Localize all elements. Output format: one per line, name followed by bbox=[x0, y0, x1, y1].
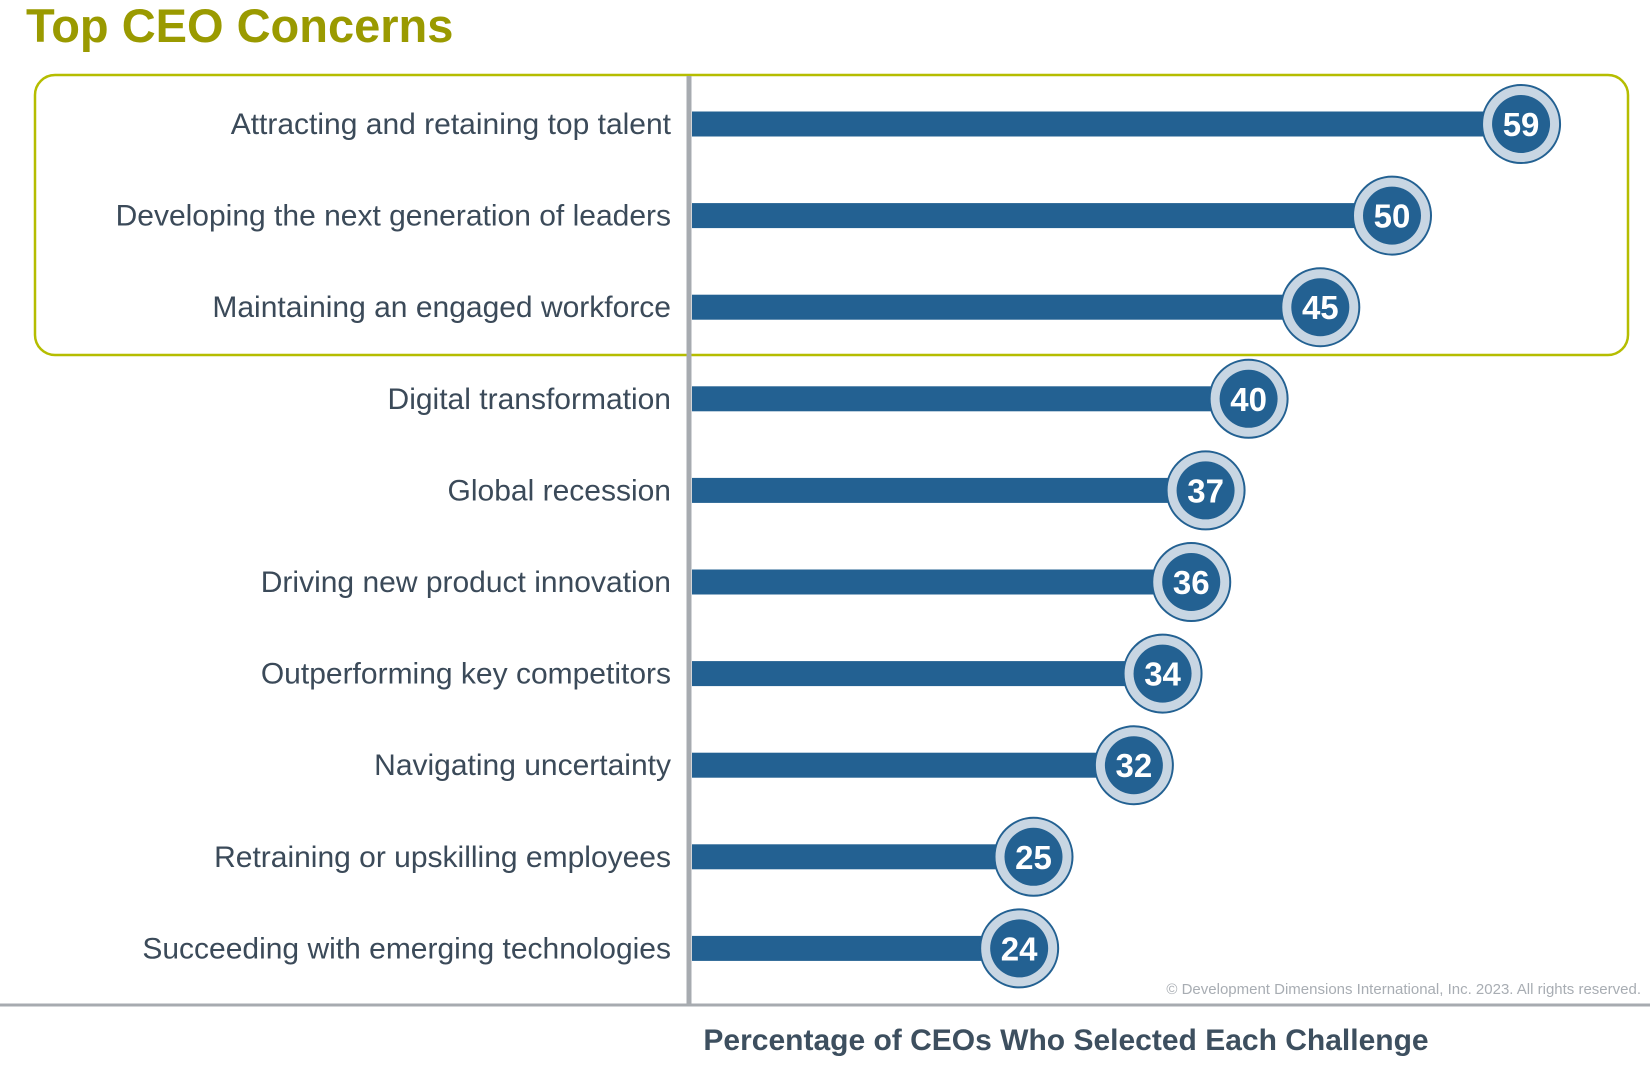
data-label: 32 bbox=[1116, 747, 1153, 784]
category-label: Navigating uncertainty bbox=[374, 749, 671, 782]
bar bbox=[692, 844, 1034, 870]
bar bbox=[692, 203, 1392, 229]
category-label: Succeeding with emerging technologies bbox=[142, 932, 671, 965]
data-label: 37 bbox=[1187, 472, 1224, 509]
value-badge bbox=[1104, 736, 1163, 795]
category-label: Driving new product innovation bbox=[261, 566, 671, 599]
data-label: 59 bbox=[1503, 106, 1540, 143]
data-label: 24 bbox=[1001, 930, 1038, 967]
value-badge bbox=[1162, 553, 1221, 611]
value-badge bbox=[1291, 278, 1350, 337]
value-badge bbox=[1363, 186, 1421, 245]
bar bbox=[692, 294, 1321, 320]
value-badge bbox=[990, 919, 1049, 978]
bar bbox=[692, 661, 1163, 687]
category-label: Outperforming key competitors bbox=[261, 658, 671, 691]
bar bbox=[692, 386, 1249, 412]
data-label: 50 bbox=[1374, 198, 1411, 235]
category-label: Attracting and retaining top talent bbox=[231, 108, 672, 141]
x-axis-label: Percentage of CEOs Who Selected Each Cha… bbox=[703, 1024, 1428, 1057]
data-label: 36 bbox=[1173, 564, 1210, 601]
copyright: © Development Dimensions International, … bbox=[1166, 981, 1641, 998]
highlight-box bbox=[33, 73, 1630, 357]
value-badge bbox=[1004, 827, 1063, 886]
category-label: Developing the next generation of leader… bbox=[116, 200, 671, 233]
bar bbox=[692, 477, 1206, 503]
category-label: Retraining or upskilling employees bbox=[214, 841, 671, 874]
value-badge bbox=[1133, 644, 1192, 703]
data-label: 45 bbox=[1302, 289, 1339, 326]
bar bbox=[692, 752, 1134, 778]
data-label: 40 bbox=[1230, 381, 1267, 418]
data-label: 25 bbox=[1015, 839, 1052, 876]
chart-title: Top CEO Concerns bbox=[26, 0, 453, 52]
category-label: Maintaining an engaged workforce bbox=[212, 291, 671, 324]
category-label: Global recession bbox=[448, 474, 671, 507]
value-badge bbox=[1492, 95, 1551, 153]
data-label: 34 bbox=[1144, 656, 1181, 693]
category-label: Digital transformation bbox=[388, 383, 671, 416]
bar bbox=[692, 569, 1192, 595]
value-badge bbox=[1219, 369, 1278, 428]
bar bbox=[692, 111, 1522, 137]
bar bbox=[692, 935, 1020, 961]
value-badge bbox=[1176, 461, 1235, 520]
